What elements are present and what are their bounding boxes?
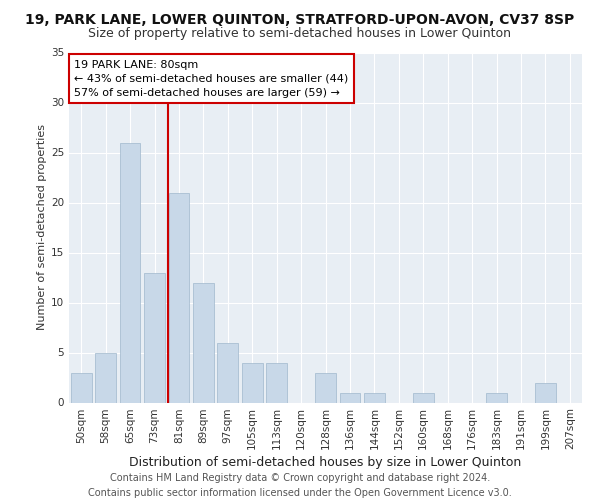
Bar xyxy=(119,142,140,402)
Text: 19, PARK LANE, LOWER QUINTON, STRATFORD-UPON-AVON, CV37 8SP: 19, PARK LANE, LOWER QUINTON, STRATFORD-… xyxy=(25,12,575,26)
Bar xyxy=(535,382,556,402)
Bar xyxy=(242,362,263,403)
Text: Size of property relative to semi-detached houses in Lower Quinton: Size of property relative to semi-detach… xyxy=(89,28,511,40)
Text: Contains HM Land Registry data © Crown copyright and database right 2024.
Contai: Contains HM Land Registry data © Crown c… xyxy=(88,472,512,498)
Bar xyxy=(486,392,507,402)
Bar xyxy=(193,282,214,403)
Y-axis label: Number of semi-detached properties: Number of semi-detached properties xyxy=(37,124,47,330)
Bar xyxy=(340,392,361,402)
Bar xyxy=(95,352,116,403)
Bar xyxy=(315,372,336,402)
Bar xyxy=(413,392,434,402)
Bar xyxy=(71,372,92,402)
Bar xyxy=(144,272,165,402)
Bar xyxy=(266,362,287,403)
Bar xyxy=(364,392,385,402)
X-axis label: Distribution of semi-detached houses by size in Lower Quinton: Distribution of semi-detached houses by … xyxy=(130,456,521,469)
Bar xyxy=(169,192,190,402)
Text: 19 PARK LANE: 80sqm
← 43% of semi-detached houses are smaller (44)
57% of semi-d: 19 PARK LANE: 80sqm ← 43% of semi-detach… xyxy=(74,60,349,98)
Bar xyxy=(217,342,238,402)
